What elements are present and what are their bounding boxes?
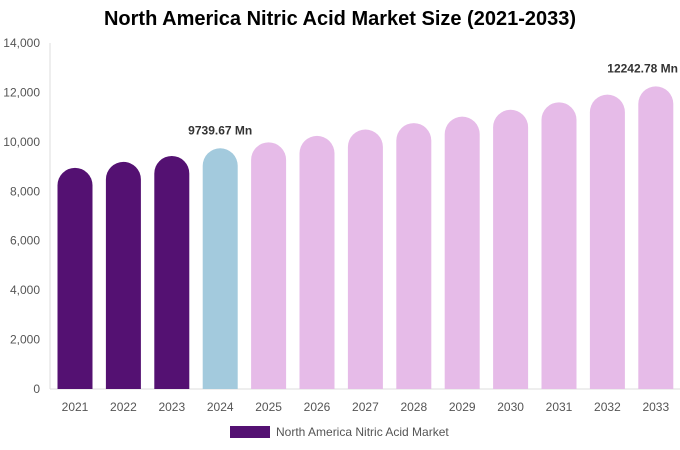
x-tick-label: 2021: [62, 400, 89, 414]
legend: North America Nitric Acid Market: [230, 425, 449, 439]
bar-2026: [299, 135, 335, 389]
x-tick-label: 2032: [594, 400, 621, 414]
x-tick-label: 2027: [352, 400, 379, 414]
x-tick-label: 2033: [642, 400, 669, 414]
y-tick-label: 8,000: [10, 184, 40, 198]
chart-labels: 9739.67 Mn 12242.78 Mn: [188, 61, 678, 137]
bar-2028: [396, 123, 432, 389]
bar-2025: [251, 142, 287, 389]
x-tick-label: 2028: [400, 400, 427, 414]
data-label-2024: 9739.67 Mn: [188, 123, 252, 137]
bar-2032: [589, 94, 625, 389]
legend-swatch: [230, 426, 270, 438]
x-tick-label: 2030: [497, 400, 524, 414]
bar-2030: [493, 109, 529, 389]
x-tick-label: 2029: [449, 400, 476, 414]
bar-2031: [541, 102, 577, 390]
legend-label: North America Nitric Acid Market: [276, 425, 449, 439]
bar-2029: [444, 116, 480, 390]
x-tick-label: 2025: [255, 400, 282, 414]
y-tick-label: 4,000: [10, 283, 40, 297]
bar-2027: [347, 129, 383, 389]
x-tick-label: 2031: [546, 400, 573, 414]
x-tick-label: 2026: [304, 400, 331, 414]
chart-axes: 0 2,000 4,000 6,000 8,000 10,000 12,000 14,000 2…: [3, 36, 680, 414]
bar-2023: [154, 155, 190, 389]
bar-2033: [638, 86, 674, 389]
x-tick-label: 2022: [110, 400, 137, 414]
y-tick-label: 14,000: [3, 36, 40, 50]
bar-2022: [105, 161, 141, 389]
chart-bars: [57, 86, 674, 390]
x-tick-label: 2024: [207, 400, 234, 414]
y-tick-label: 0: [33, 382, 40, 396]
data-label-2033: 12242.78 Mn: [607, 61, 678, 75]
bar-2021: [57, 167, 93, 389]
x-tick-label: 2023: [158, 400, 185, 414]
bar-2024: [202, 148, 238, 389]
y-tick-label: 10,000: [3, 135, 40, 149]
chart-title: North America Nitric Acid Market Size (2…: [103, 8, 577, 30]
y-tick-label: 2,000: [10, 333, 40, 347]
y-tick-label: 12,000: [3, 85, 40, 99]
y-tick-label: 6,000: [10, 234, 40, 248]
